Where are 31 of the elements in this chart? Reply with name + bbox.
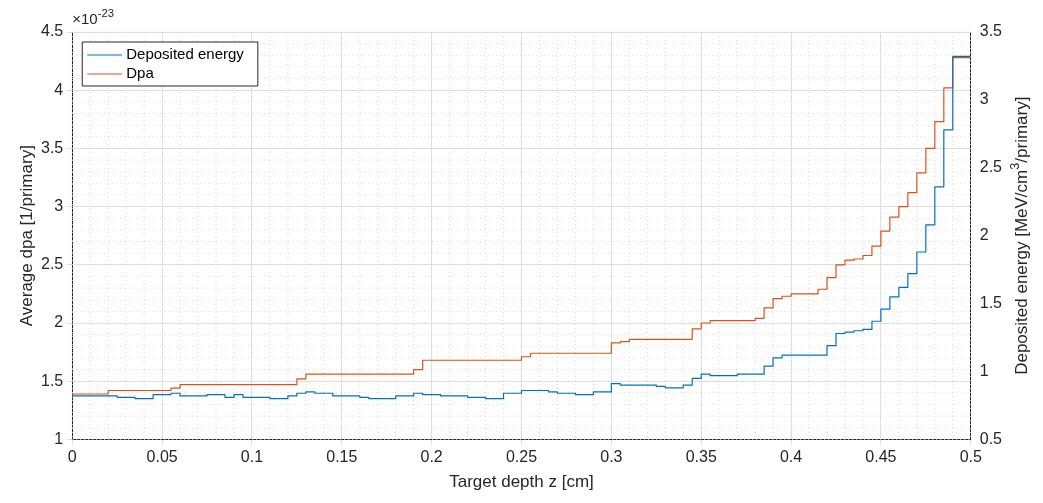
x-tick-label: 0.35 (685, 448, 717, 466)
y2-tick-label: 3.5 (979, 22, 1003, 40)
y2-tick-label: 2 (979, 226, 989, 244)
y2-axis-title: Deposited energy [MeV/cm3/primary] (1007, 96, 1031, 375)
y2-tick-label: 1 (979, 361, 989, 379)
y-tick-label: 1.5 (40, 371, 64, 389)
x-tick-label: 0.1 (240, 448, 264, 466)
x-tick-label: 0.5 (959, 448, 982, 466)
x-tick-label: 0.45 (865, 448, 897, 466)
legend-label: Dpa (126, 64, 155, 82)
y2-tick-label: 0.5 (979, 429, 1003, 447)
x-tick-label: 0.4 (779, 448, 803, 466)
y-tick-label: 3 (54, 197, 64, 215)
y-tick-label: 4.5 (40, 22, 64, 40)
y-tick-label: 1 (54, 429, 64, 447)
x-tick-label: 0.25 (505, 448, 538, 466)
x-tick-label: 0.3 (600, 448, 623, 466)
y-tick-label: 2 (54, 313, 64, 331)
y2-tick-label: 3 (979, 90, 989, 108)
y2-tick-label: 2.5 (979, 158, 1003, 176)
legend-label: Deposited energy (126, 45, 245, 63)
y-tick-label: 4 (54, 80, 64, 98)
y-axis-title: Average dpa [1/primary] (17, 145, 36, 327)
x-tick-label: 0 (67, 448, 77, 466)
y-tick-label: 2.5 (40, 255, 64, 273)
x-axis-title: Target depth z [cm] (449, 472, 594, 492)
y2-tick-label: 1.5 (979, 294, 1003, 312)
x-tick-label: 0.15 (326, 448, 358, 466)
x-tick-label: 0.2 (420, 448, 443, 466)
x-tick-label: 0.05 (146, 448, 178, 466)
y-tick-label: 3.5 (40, 138, 64, 156)
